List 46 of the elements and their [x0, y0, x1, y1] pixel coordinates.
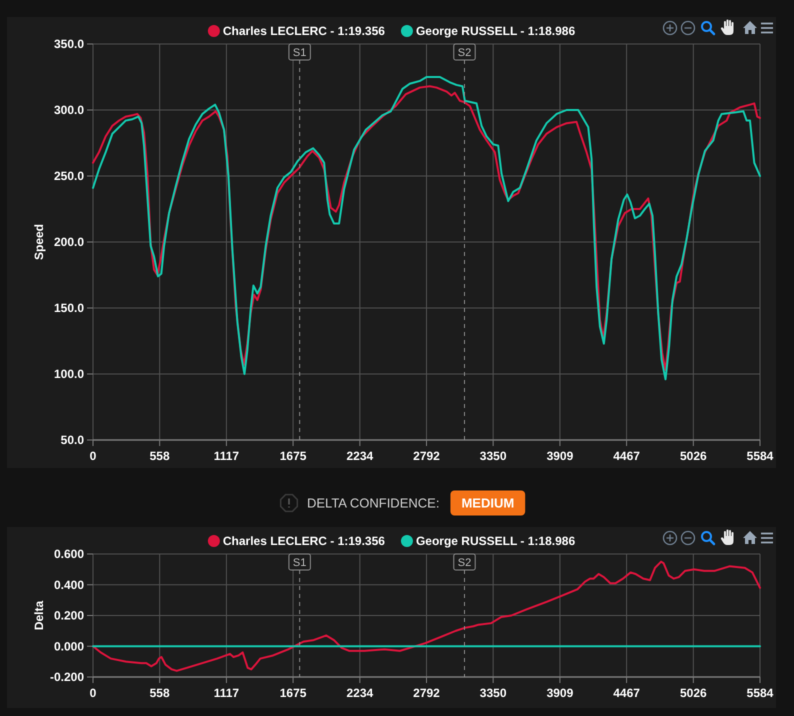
x-tick-label: 3350: [480, 449, 507, 463]
x-tick-label: 2234: [346, 449, 374, 463]
y-tick-label: 0.200: [54, 608, 84, 623]
x-tick-label: 2792: [413, 449, 440, 463]
y-tick-label: 0.400: [54, 578, 84, 592]
x-tick-label: 5584: [746, 686, 774, 700]
x-tick-label: 5026: [680, 686, 708, 700]
y-axis-title: Speed: [32, 224, 46, 260]
ref-line-label: S2: [458, 46, 472, 59]
y-axis-title: Delta: [32, 600, 46, 630]
x-tick-label: 558: [150, 686, 170, 700]
x-tick-label: 1117: [214, 686, 240, 700]
x-tick-label: 3350: [480, 686, 507, 700]
x-tick-label: 2792: [413, 686, 440, 700]
legend-label: Charles LECLERC - 1:19.356: [222, 534, 386, 548]
text: MEDIUM: [461, 496, 514, 511]
y-tick-label: 350.0: [54, 37, 84, 52]
text: DELTA CONFIDENCE:: [307, 496, 440, 511]
x-tick-label: 0: [90, 686, 97, 700]
y-tick-label: 200.0: [54, 235, 84, 250]
legend-label: Charles LECLERC - 1:19.356: [222, 24, 386, 38]
x-tick-label: 2234: [346, 686, 374, 700]
y-tick-label: 250.0: [54, 169, 84, 184]
y-tick-label: 150.0: [54, 301, 84, 316]
x-tick-label: 0: [90, 449, 97, 463]
y-tick-label: 100.0: [54, 367, 84, 382]
x-tick-label: 3909: [546, 449, 574, 463]
x-tick-label: 1675: [280, 449, 307, 463]
x-tick-label: 3909: [546, 686, 574, 700]
y-tick-label: -0.200: [50, 670, 84, 684]
x-tick-label: 5026: [680, 449, 708, 463]
legend-label: George RUSSELL - 1:18.986: [416, 24, 576, 38]
x-tick-label: 1675: [280, 686, 307, 700]
y-tick-label: 300.0: [54, 103, 84, 118]
y-tick-label: 0.600: [54, 547, 84, 562]
x-tick-label: 4467: [613, 686, 640, 700]
x-tick-label: 5584: [746, 449, 774, 463]
ref-line-label: S1: [292, 46, 306, 59]
x-tick-label: 1117: [214, 449, 240, 463]
ref-line-label: S1: [292, 556, 306, 569]
x-tick-label: 4467: [613, 449, 640, 463]
y-tick-label: 0.000: [54, 639, 84, 654]
ref-line-label: S2: [458, 556, 472, 569]
y-tick-label: 50.0: [60, 433, 84, 448]
legend-label: George RUSSELL - 1:18.986: [416, 534, 576, 548]
x-tick-label: 558: [150, 449, 170, 463]
